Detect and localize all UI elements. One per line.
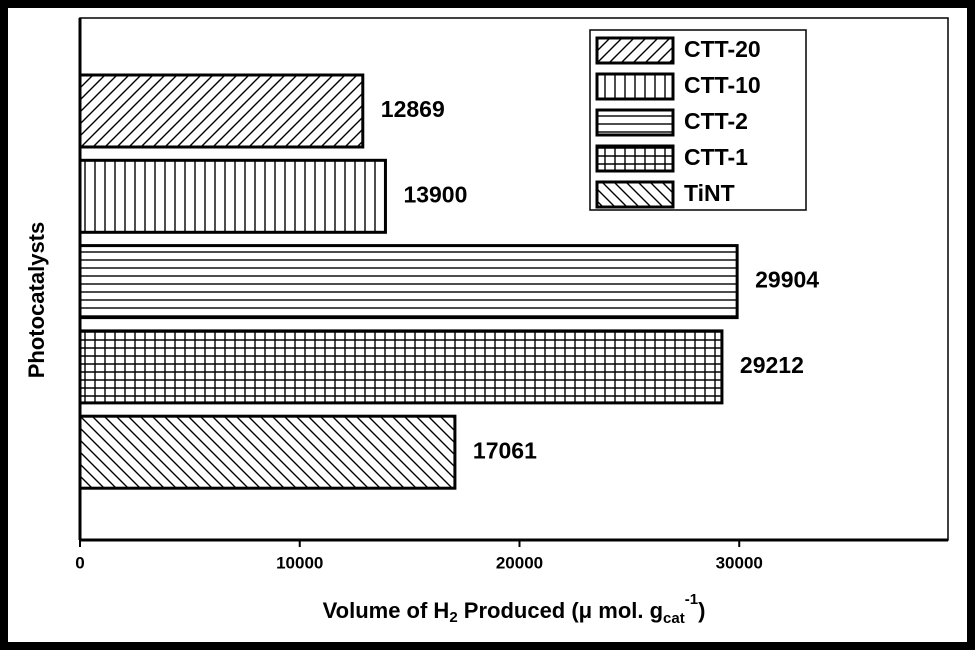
legend-swatch <box>595 36 675 65</box>
legend-swatch <box>595 72 675 101</box>
y-axis-title: Photocatalysts <box>24 222 49 379</box>
x-axis-title-part: cat <box>663 610 685 627</box>
x-axis-title: Volume of H2 Produced (μ mol. gcat-1) <box>323 591 706 627</box>
x-axis-title-part: Produced (μ mol. g <box>458 598 663 623</box>
x-tick-label: 30000 <box>716 553 763 572</box>
value-label: 12869 <box>381 96 445 122</box>
x-axis-title-part: ) <box>698 598 705 623</box>
x-axis-title-part: Volume of H <box>323 598 450 623</box>
x-tick-label: 10000 <box>276 553 323 572</box>
legend-label: TiNT <box>684 180 735 206</box>
value-label: 13900 <box>403 181 467 207</box>
bar <box>78 244 739 320</box>
value-label: 29904 <box>755 267 819 293</box>
bar <box>78 414 457 490</box>
bar <box>78 158 387 234</box>
bar <box>78 73 365 149</box>
value-label: 17061 <box>473 437 537 463</box>
x-tick-label: 20000 <box>496 553 543 572</box>
legend-swatch <box>595 144 675 173</box>
legend-swatch <box>595 108 675 137</box>
x-axis-title-part: 2 <box>449 609 457 626</box>
bar <box>78 329 724 405</box>
x-axis-title-part: -1 <box>685 591 698 608</box>
legend-label: CTT-2 <box>684 108 748 134</box>
value-label: 29212 <box>740 352 804 378</box>
legend-label: CTT-10 <box>684 72 761 98</box>
x-tick-label: 0 <box>75 553 84 572</box>
legend-swatch <box>595 180 675 209</box>
legend-label: CTT-20 <box>684 36 761 62</box>
legend-label: CTT-1 <box>684 144 748 170</box>
